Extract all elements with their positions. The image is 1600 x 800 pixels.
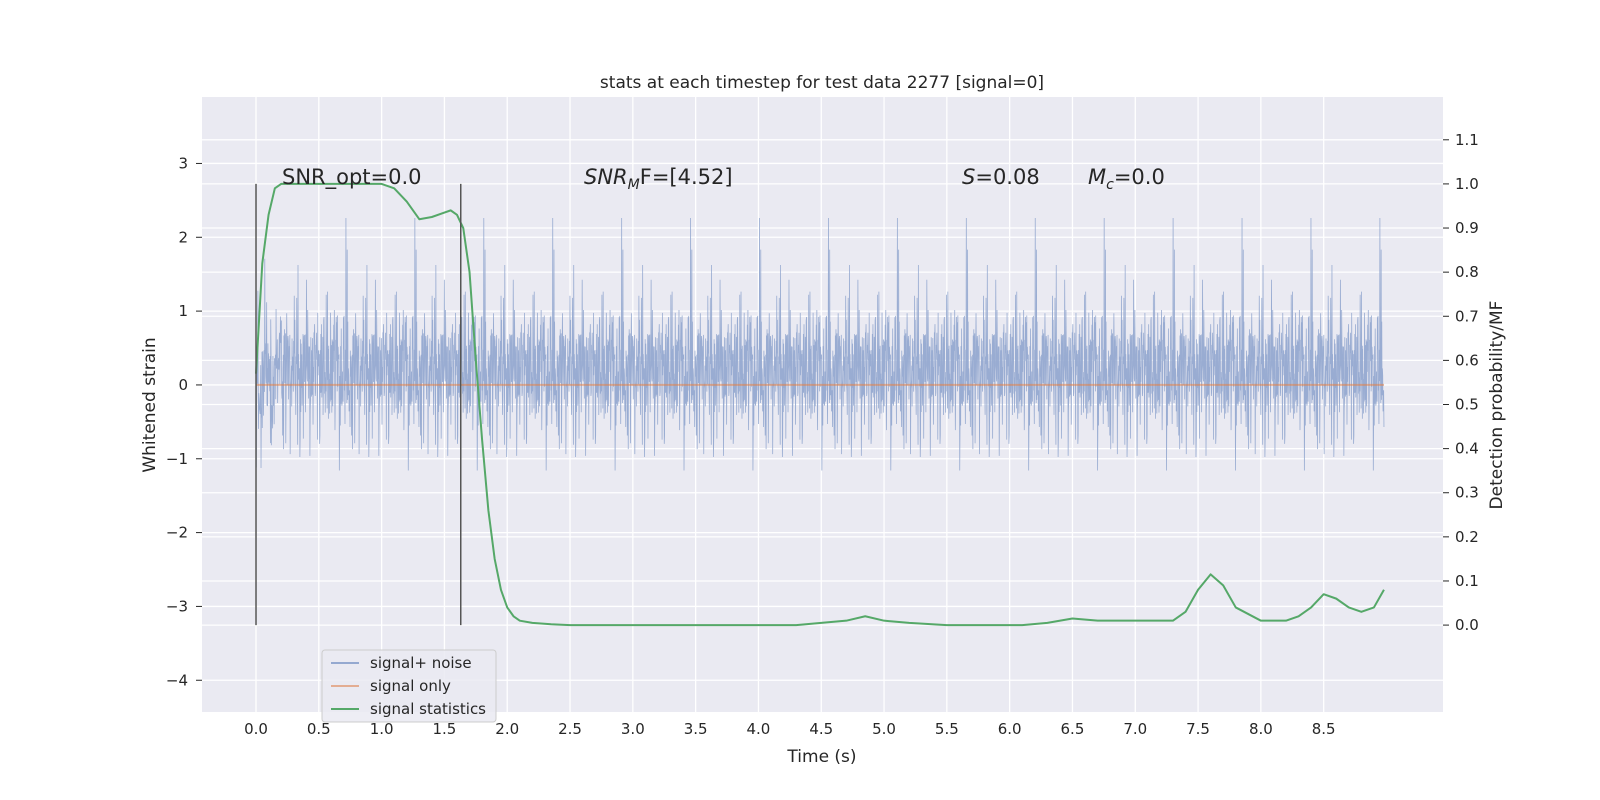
annotation-snr-mf-sub: M — [628, 177, 640, 193]
y2-tick-label: 0.1 — [1455, 572, 1479, 590]
y-axis-title: Whitened strain — [140, 337, 160, 472]
x-tick-label: 3.0 — [621, 720, 645, 738]
annotation-s: S=0.08 — [962, 165, 1040, 189]
x-axis: 0.0 0.5 1.0 1.5 2.0 2.5 3.0 3.5 4.0 4.5 5.0 5.5 6.0 6… — [244, 720, 1336, 738]
y2-axis-title: Detection probability/MF — [1487, 301, 1507, 510]
series-lines — [255, 182, 1385, 627]
annotation-s-val: =0.08 — [975, 165, 1039, 189]
y-tick-label: 0 — [178, 376, 188, 394]
annotation-mc-sub: c — [1106, 177, 1114, 193]
y2-tick-label: 0.4 — [1455, 440, 1479, 458]
x-tick-label: 6.0 — [998, 720, 1022, 738]
y-tick-label: −4 — [166, 671, 188, 689]
x-tick-label: 8.5 — [1312, 720, 1336, 738]
x-tick-label: 8.0 — [1249, 720, 1273, 738]
chart-title: stats at each timestep for test data 227… — [600, 73, 1044, 93]
y2-tick-label: 0.2 — [1455, 528, 1479, 546]
x-tick-label: 1.5 — [432, 720, 456, 738]
x-tick-label: 6.5 — [1061, 720, 1085, 738]
x-tick-label: 0.5 — [307, 720, 331, 738]
y2-tick-label: 0.6 — [1455, 351, 1479, 369]
y-tick-label: −3 — [166, 597, 188, 615]
y-tick-label: 2 — [178, 228, 188, 246]
legend-label-statistics: signal statistics — [370, 700, 486, 718]
legend-label-noise: signal+ noise — [370, 654, 472, 672]
annotation-snr-mf: SNRMF=[4.52] — [584, 165, 733, 193]
x-tick-label: 2.0 — [495, 720, 519, 738]
y2-tick-label: 0.8 — [1455, 263, 1479, 281]
annotation-snr-mf-val: F=[4.52] — [640, 165, 733, 189]
series-signal-noise — [255, 217, 1385, 471]
x-tick-label: 7.0 — [1123, 720, 1147, 738]
legend: signal+ noise signal only signal statist… — [321, 649, 497, 723]
x-tick-label: 5.0 — [872, 720, 896, 738]
line-signal-statistics — [255, 182, 1385, 627]
x-tick-label: 4.0 — [747, 720, 771, 738]
y-tick-label: 3 — [178, 154, 188, 172]
annotation-snr-opt: SNR_opt=0.0 — [282, 165, 422, 190]
annotation-snr-mf-var: SNR — [584, 165, 628, 189]
x-tick-label: 7.5 — [1186, 720, 1210, 738]
y2-tick-label: 0.0 — [1455, 616, 1479, 634]
x-axis-title: Time (s) — [786, 747, 856, 767]
y-axis-right: 1.1 1.0 0.9 0.8 0.7 0.6 0.5 0.4 0.3 0.2 0.1 0.0 — [1443, 131, 1479, 634]
vertical-markers — [255, 183, 462, 626]
annotation-mc-val: =0.0 — [1114, 165, 1165, 189]
annotation-s-var: S — [962, 165, 975, 189]
y2-tick-label: 1.0 — [1455, 175, 1479, 193]
legend-box — [321, 649, 497, 723]
line-signal-noise — [255, 217, 1385, 471]
x-tick-label: 5.5 — [935, 720, 959, 738]
x-tick-label: 0.0 — [244, 720, 268, 738]
y-tick-label: −2 — [166, 524, 188, 542]
x-tick-label: 1.0 — [370, 720, 394, 738]
x-tick-label: 4.5 — [809, 720, 833, 738]
y2-tick-label: 0.7 — [1455, 307, 1479, 325]
y2-tick-label: 0.9 — [1455, 219, 1479, 237]
annotation-mc-var: M — [1088, 165, 1106, 189]
x-tick-label: 2.5 — [558, 720, 582, 738]
y2-tick-label: 0.3 — [1455, 484, 1479, 502]
legend-label-signal: signal only — [370, 677, 451, 695]
y2-tick-label: 1.1 — [1455, 131, 1479, 149]
y2-tick-label: 0.5 — [1455, 396, 1479, 414]
y-tick-label: −1 — [166, 450, 188, 468]
y-axis-left: 3 2 1 0 −1 −2 −3 −4 — [166, 154, 202, 689]
y-tick-label: 1 — [178, 302, 188, 320]
x-tick-label: 3.5 — [684, 720, 708, 738]
annotation-mc: Mc=0.0 — [1088, 165, 1165, 193]
